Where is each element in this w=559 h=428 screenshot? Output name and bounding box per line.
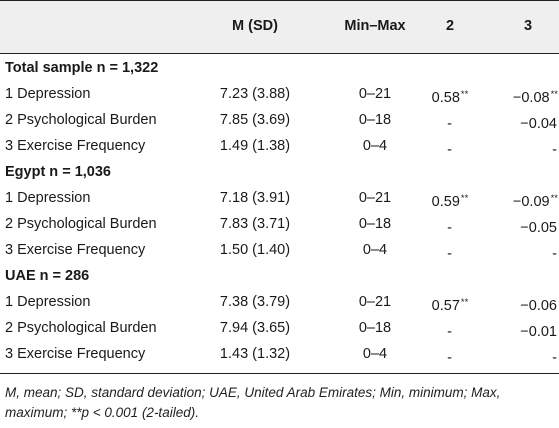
table-row: 3 Exercise Frequency 1.49 (1.38) 0–4 - - xyxy=(0,134,559,159)
section-title: Total sample n = 1,322 xyxy=(5,60,159,76)
corr-3-cell: - xyxy=(552,350,557,366)
header-col-3: 3 xyxy=(523,18,533,34)
min-max-cell: 0–4 xyxy=(362,242,388,258)
table-row: 2 Psychological Burden 7.85 (3.69) 0–18 … xyxy=(0,108,559,133)
mean-sd-cell: 7.38 (3.79) xyxy=(219,294,291,310)
variable-name: 3 Exercise Frequency xyxy=(5,138,146,154)
variable-name: 1 Depression xyxy=(5,86,91,102)
variable-name: 3 Exercise Frequency xyxy=(5,242,146,258)
min-max-cell: 0–21 xyxy=(358,190,392,206)
table-header-row: M (SD) Min–Max 2 3 xyxy=(0,1,559,53)
corr-2-cell: - xyxy=(447,142,452,158)
corr-2-cell: - xyxy=(447,220,452,236)
table-row: 1 Depression 7.23 (3.88) 0–21 0.58** −0.… xyxy=(0,82,559,107)
section-title-row: UAE n = 286 xyxy=(0,264,559,289)
table-footnote: M, mean; SD, standard deviation; UAE, Un… xyxy=(5,385,501,420)
min-max-cell: 0–4 xyxy=(362,138,388,154)
corr-3-cell: −0.09** xyxy=(512,193,558,210)
table-row: 3 Exercise Frequency 1.43 (1.32) 0–4 - - xyxy=(0,342,559,367)
min-max-cell: 0–21 xyxy=(358,294,392,310)
variable-name: 3 Exercise Frequency xyxy=(5,346,146,362)
table-row: 2 Psychological Burden 7.94 (3.65) 0–18 … xyxy=(0,316,559,341)
section-title: UAE n = 286 xyxy=(5,268,90,284)
corr-2-cell: 0.59** xyxy=(431,193,469,210)
variable-name: 1 Depression xyxy=(5,294,91,310)
corr-3-cell: −0.05 xyxy=(520,220,557,236)
header-m-sd: M (SD) xyxy=(232,18,278,34)
mean-sd-cell: 1.50 (1.40) xyxy=(219,242,291,258)
header-bottom-rule xyxy=(0,53,559,54)
corr-2-cell: - xyxy=(447,246,452,262)
mean-sd-cell: 1.43 (1.32) xyxy=(219,346,291,362)
min-max-cell: 0–21 xyxy=(358,86,392,102)
corr-2-cell: - xyxy=(447,350,452,366)
section-title-row: Egypt n = 1,036 xyxy=(0,160,559,185)
min-max-cell: 0–18 xyxy=(358,320,392,336)
section-title: Egypt n = 1,036 xyxy=(5,164,111,180)
section-title-row: Total sample n = 1,322 xyxy=(0,56,559,81)
corr-3-cell: −0.06 xyxy=(520,298,557,314)
corr-3-cell: −0.08** xyxy=(512,89,558,106)
corr-2-cell: 0.58** xyxy=(431,89,469,106)
corr-3-cell: - xyxy=(552,246,557,262)
min-max-cell: 0–18 xyxy=(358,216,392,232)
header-col-2: 2 xyxy=(445,18,455,34)
variable-name: 2 Psychological Burden xyxy=(5,320,157,336)
table-row: 1 Depression 7.38 (3.79) 0–21 0.57** −0.… xyxy=(0,290,559,315)
mean-sd-cell: 7.85 (3.69) xyxy=(219,112,291,128)
corr-2-cell: 0.57** xyxy=(431,297,469,314)
table-row: 3 Exercise Frequency 1.50 (1.40) 0–4 - - xyxy=(0,238,559,263)
mean-sd-cell: 7.94 (3.65) xyxy=(219,320,291,336)
table-row: 2 Psychological Burden 7.83 (3.71) 0–18 … xyxy=(0,212,559,237)
mean-sd-cell: 7.83 (3.71) xyxy=(219,216,291,232)
mean-sd-cell: 7.23 (3.88) xyxy=(219,86,291,102)
corr-3-cell: −0.01 xyxy=(520,324,557,340)
variable-name: 2 Psychological Burden xyxy=(5,216,157,232)
corr-2-cell: - xyxy=(447,324,452,340)
mean-sd-cell: 7.18 (3.91) xyxy=(219,190,291,206)
corr-3-cell: −0.04 xyxy=(520,116,557,132)
min-max-cell: 0–18 xyxy=(358,112,392,128)
variable-name: 2 Psychological Burden xyxy=(5,112,157,128)
corr-3-cell: - xyxy=(552,142,557,158)
table-bottom-rule xyxy=(0,373,559,374)
table-row: 1 Depression 7.18 (3.91) 0–21 0.59** −0.… xyxy=(0,186,559,211)
mean-sd-cell: 1.49 (1.38) xyxy=(219,138,291,154)
header-min-max: Min–Max xyxy=(344,18,406,34)
min-max-cell: 0–4 xyxy=(362,346,388,362)
corr-2-cell: - xyxy=(447,116,452,132)
table-top-rule xyxy=(0,0,559,1)
variable-name: 1 Depression xyxy=(5,190,91,206)
